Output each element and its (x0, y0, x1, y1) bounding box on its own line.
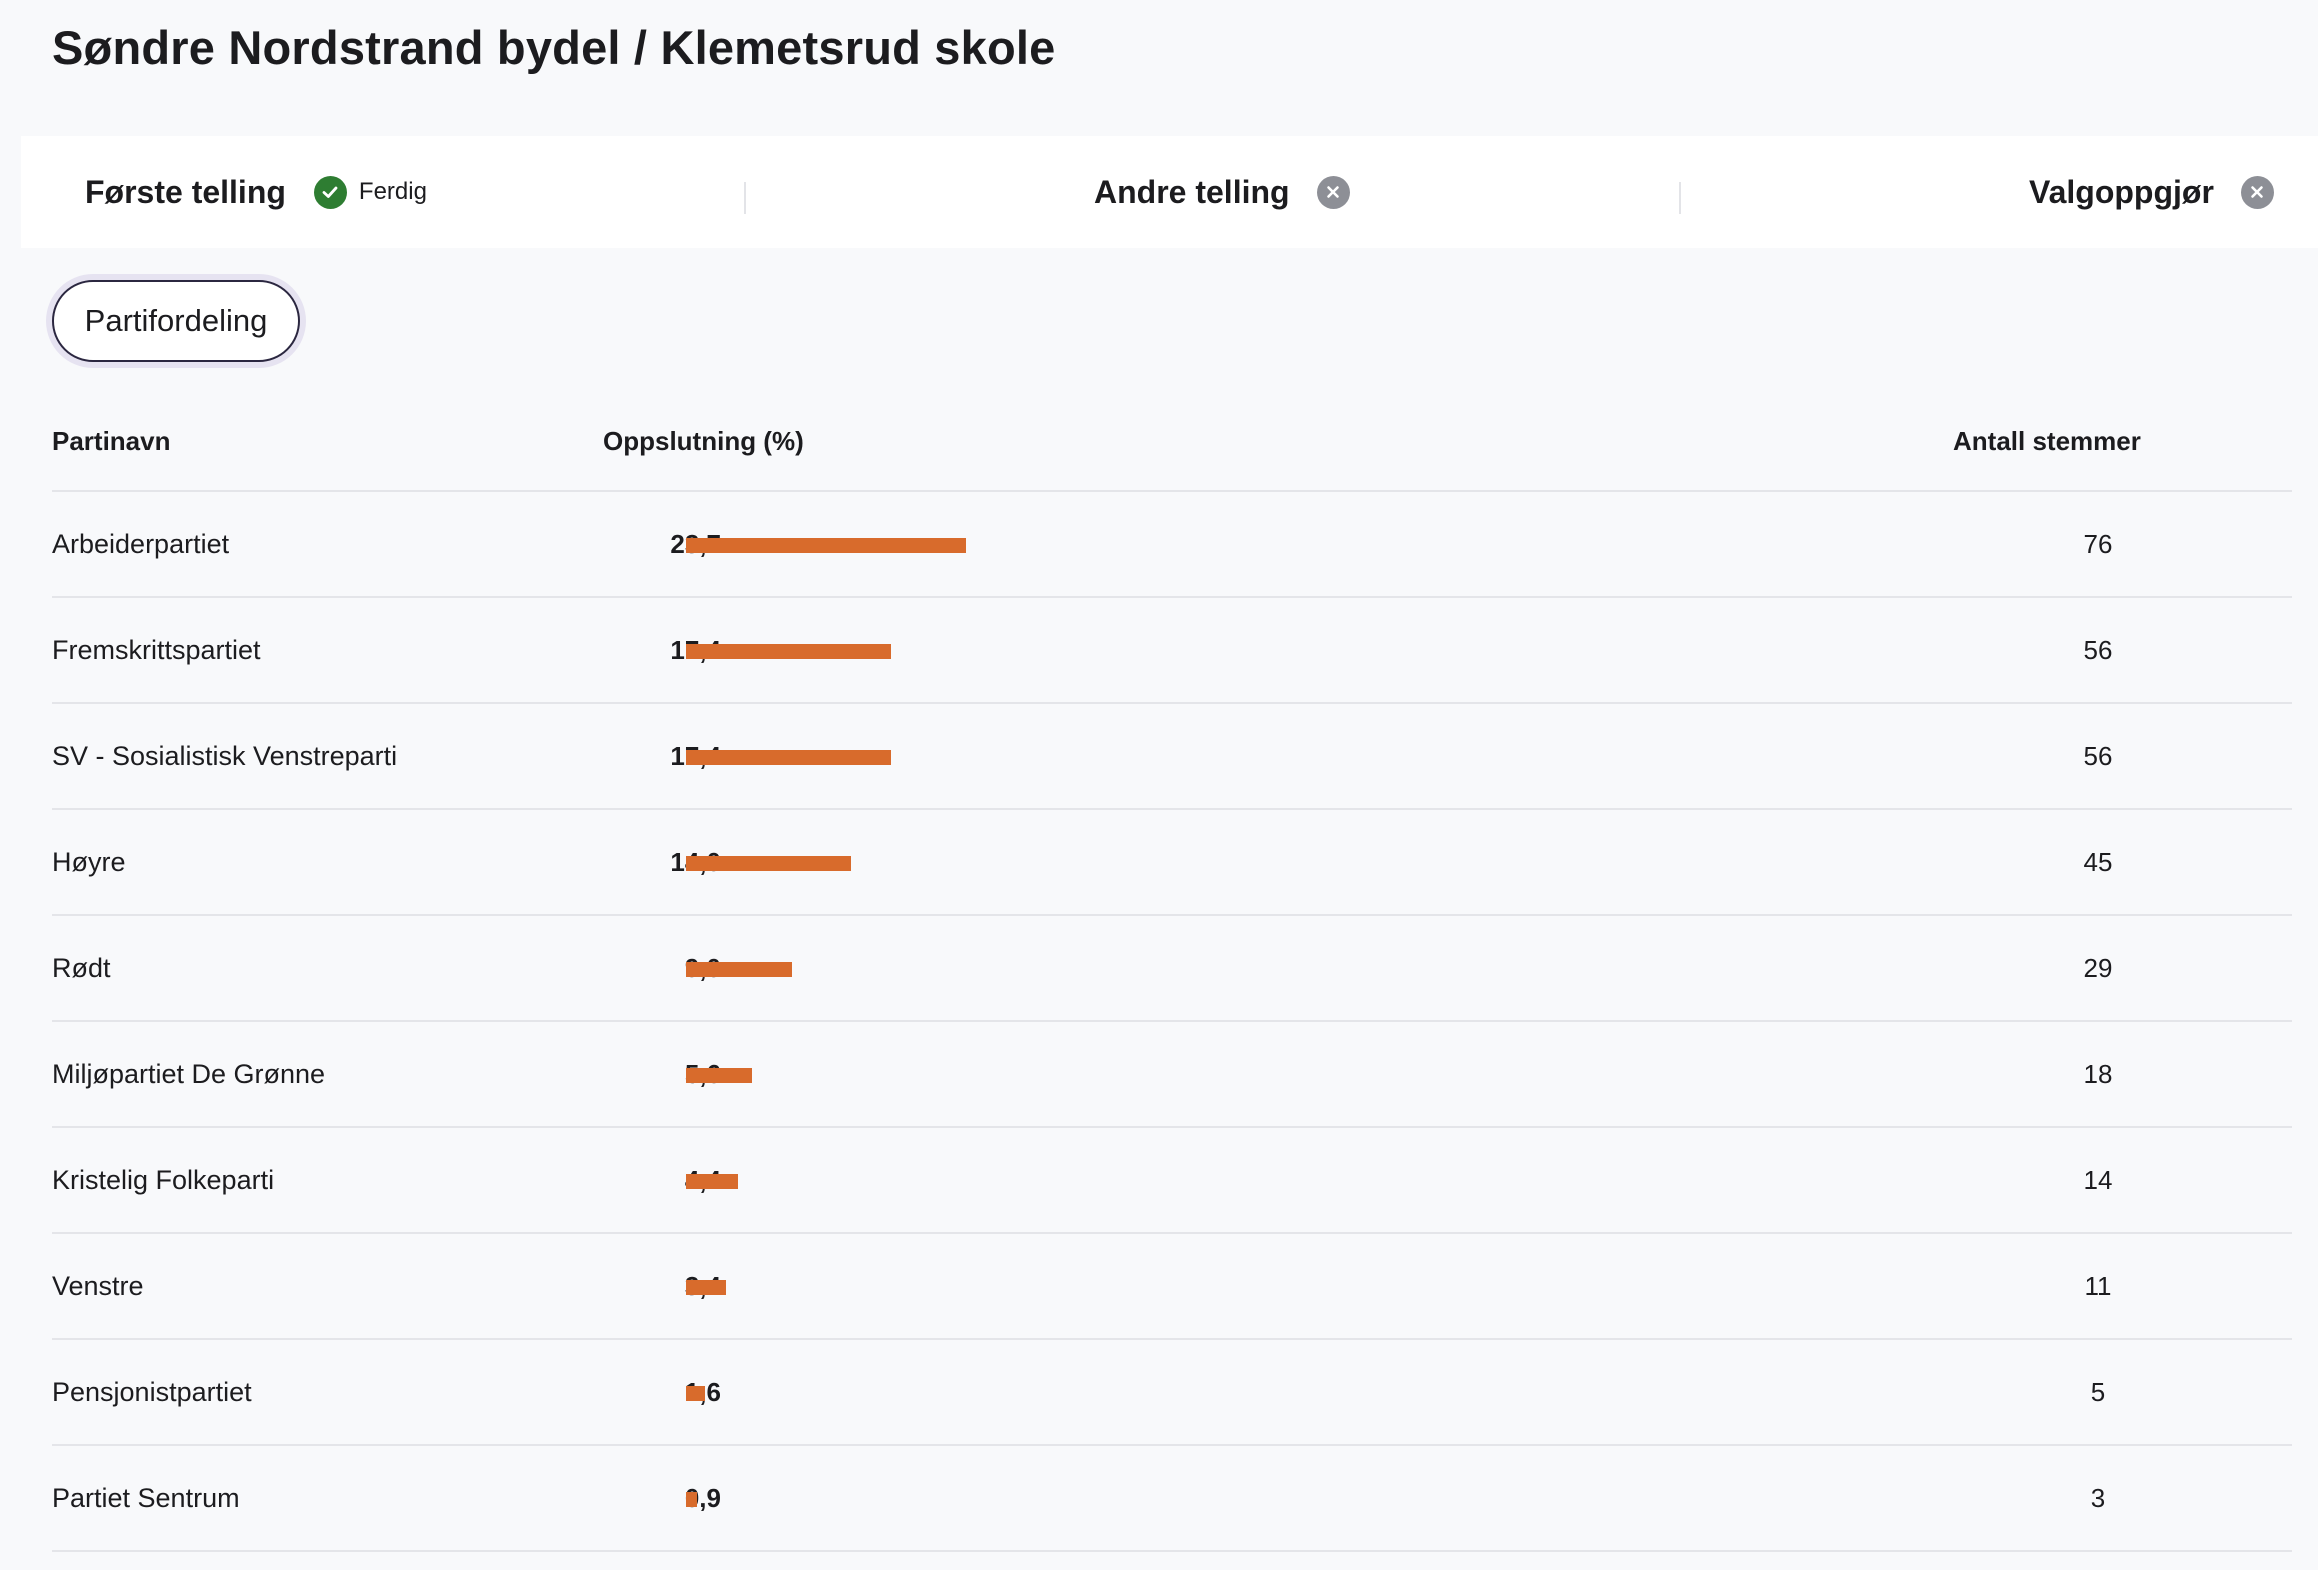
vote-count: 45 (2083, 847, 2113, 877)
share-bar (686, 644, 892, 659)
share-value: 0,9 (684, 1483, 721, 1513)
party-name: Fremskrittspartiet (52, 635, 261, 665)
table-row: Høyre14,045 (52, 810, 2292, 916)
stage-first-count-status: Ferdig (358, 178, 427, 205)
share-bar (686, 538, 966, 553)
vote-count: 56 (2083, 741, 2113, 771)
stage-second-count-label: Andre telling (1094, 173, 1290, 210)
table-row: Partiet Sentrum 0,9 3 (52, 1446, 2292, 1552)
party-name: Pensjonistpartiet (52, 1377, 252, 1407)
party-name: Rødt (52, 953, 111, 983)
stage-first-count[interactable]: Første telling Ferdig (85, 136, 427, 248)
share-bar (686, 750, 892, 765)
party-name: Høyre (52, 847, 126, 877)
table-row: Kristelig Folkeparti4,414 (52, 1128, 2292, 1234)
table-row: Pensjonistpartiet1,65 (52, 1340, 2292, 1446)
share-bar (686, 1386, 705, 1401)
table-row: Rødt9,029 (52, 916, 2292, 1022)
page-title: Søndre Nordstrand bydel / Klemetsrud sko… (52, 21, 1056, 74)
header-party-name: Partinavn (52, 426, 171, 456)
table-row: Venstre3,411 (52, 1234, 2292, 1340)
share-bar (686, 856, 852, 871)
table-row: Miljøpartiet De Grønne5,618 (52, 1022, 2292, 1128)
vote-count: 29 (2083, 953, 2113, 983)
vote-count: 76 (2083, 529, 2113, 559)
stage-second-count[interactable]: Andre telling (1094, 136, 1350, 248)
share-bar (686, 1492, 697, 1507)
table-row: SV - Sosialistisk Venstreparti17,456 (52, 704, 2292, 810)
party-name: Arbeiderpartiet (52, 529, 230, 559)
table-body: Arbeiderpartiet23,776Fremskrittspartiet1… (52, 492, 2292, 1552)
header-votes: Antall stemmer (1953, 426, 2141, 456)
vote-count: 14 (2083, 1165, 2113, 1195)
stage-divider (744, 182, 746, 214)
results-table: Partinavn Oppslutning (%) Antall stemmer… (52, 412, 2292, 1552)
party-name: Venstre (52, 1271, 144, 1301)
share-bar (686, 1280, 727, 1295)
stage-settlement-label: Valgoppgjør (2029, 173, 2214, 210)
stage-settlement[interactable]: Valgoppgjør (2029, 136, 2274, 248)
share-bar (686, 1068, 753, 1083)
counting-stages-bar: Første telling Ferdig Andre telling Valg… (21, 136, 2318, 248)
vote-count: 5 (2090, 1377, 2106, 1407)
stage-first-count-label: Første telling (85, 173, 286, 210)
vote-count: 11 (2084, 1271, 2112, 1301)
check-circle-icon (313, 175, 347, 209)
vote-count: 56 (2083, 635, 2113, 665)
party-name: Partiet Sentrum (52, 1483, 240, 1513)
share-bar (686, 1174, 738, 1189)
stage-divider (1679, 182, 1681, 214)
party-name: Miljøpartiet De Grønne (52, 1059, 326, 1089)
vote-count: 3 (2090, 1483, 2106, 1513)
party-name: Kristelig Folkeparti (52, 1165, 275, 1195)
table-row: Arbeiderpartiet23,776 (52, 492, 2292, 598)
table-row: Fremskrittspartiet17,456 (52, 598, 2292, 704)
vote-count: 18 (2083, 1059, 2113, 1089)
x-circle-icon (2240, 175, 2274, 209)
party-name: SV - Sosialistisk Venstreparti (52, 741, 398, 771)
tab-party-distribution[interactable]: Partifordeling (52, 280, 300, 362)
x-circle-icon (1316, 175, 1350, 209)
table-header: Partinavn Oppslutning (%) Antall stemmer (52, 412, 2292, 492)
share-bar (686, 962, 793, 977)
header-share: Oppslutning (%) (603, 426, 804, 456)
